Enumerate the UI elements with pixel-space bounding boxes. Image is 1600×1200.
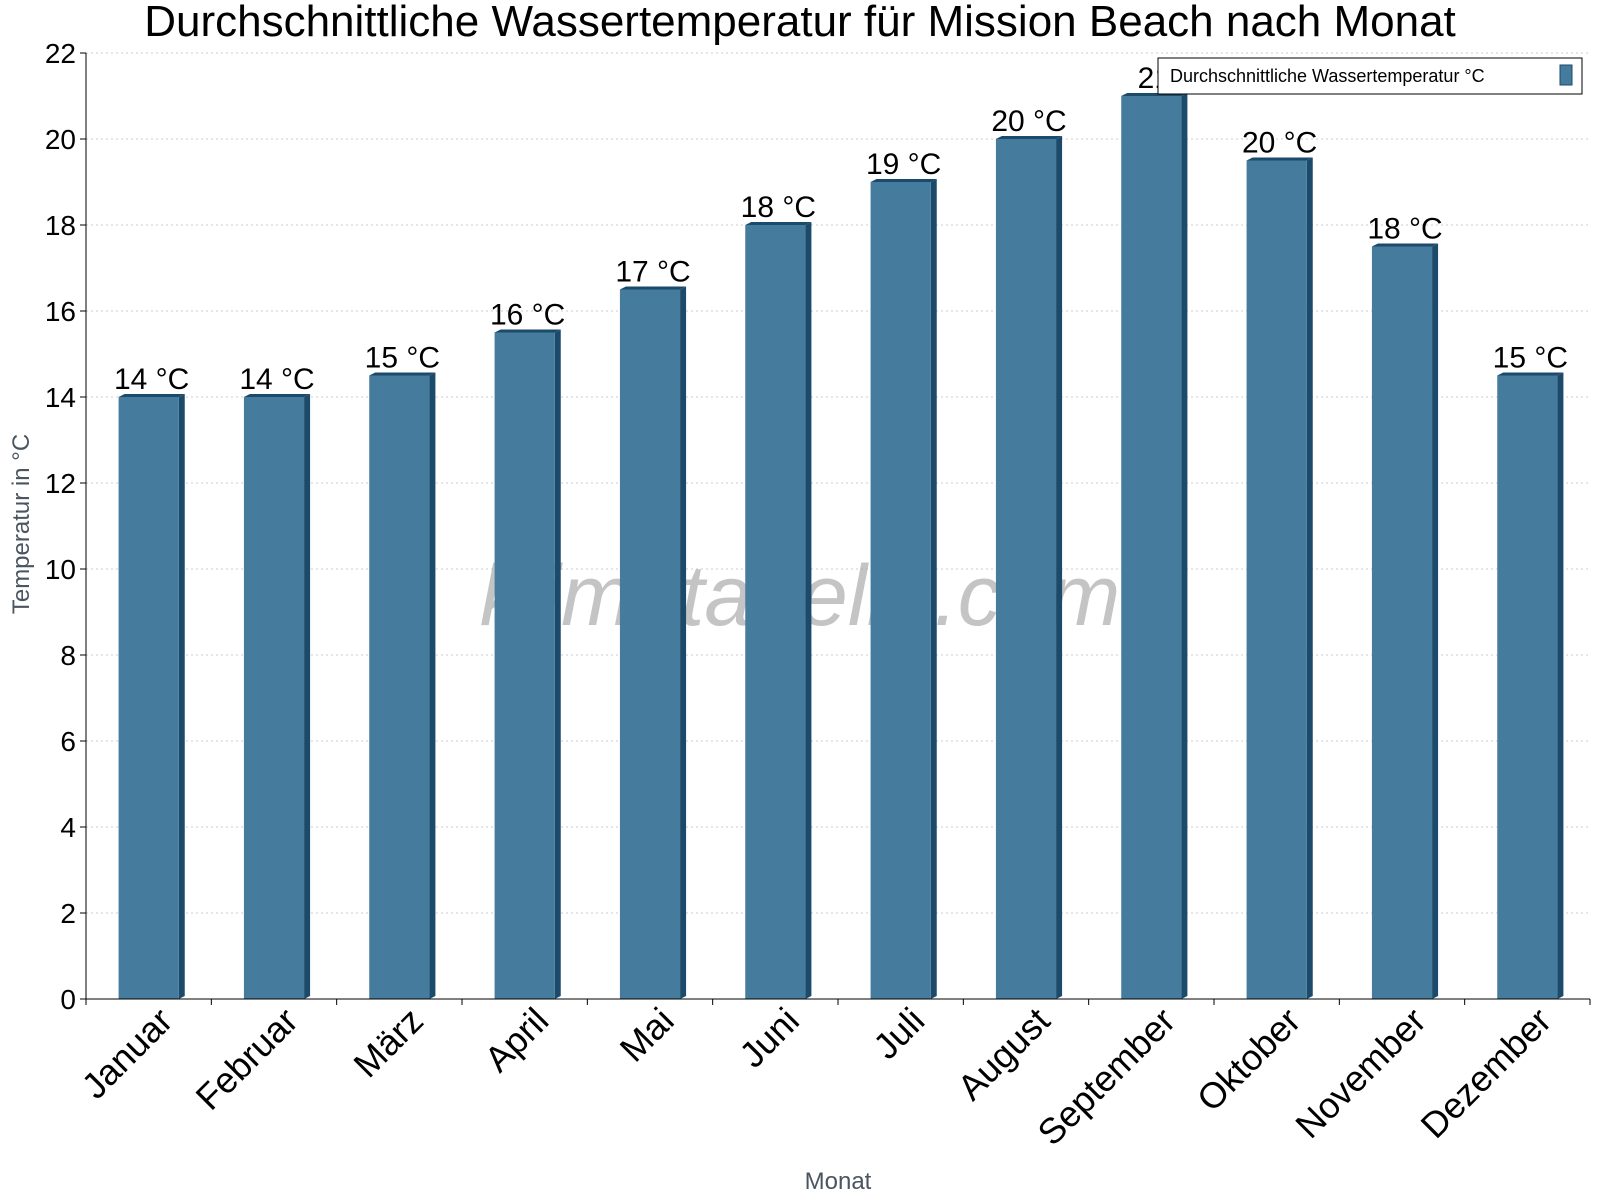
- bar-top: [118, 394, 185, 397]
- y-tick-label: 18: [45, 210, 76, 241]
- x-tick-label: Oktober: [1189, 1000, 1309, 1120]
- bar: [745, 225, 806, 999]
- data-label: 15 °C: [365, 342, 440, 375]
- bar: [870, 182, 931, 999]
- bar-side: [805, 222, 812, 999]
- y-tick-label: 2: [60, 898, 76, 929]
- bar-top: [1246, 157, 1313, 161]
- bar: [369, 375, 430, 999]
- legend-label: Durchschnittliche Wassertemperatur °C: [1170, 66, 1485, 86]
- data-label: 14 °C: [239, 363, 314, 396]
- data-label: 19 °C: [866, 148, 941, 181]
- bar-top: [995, 136, 1063, 139]
- x-tick-label: März: [345, 1000, 431, 1086]
- bar-side: [930, 179, 937, 999]
- bars: 14 °C 14 °C 15 °C 16 °C 17 °C 18 °C 19 °C 20 °C…: [114, 62, 1568, 999]
- x-tick-label: Juni: [731, 1000, 807, 1076]
- x-axis-title: Monat: [805, 1168, 872, 1195]
- bar-top: [494, 329, 561, 333]
- bar: [995, 139, 1057, 999]
- legend-box: [1157, 57, 1583, 95]
- gridlines: [86, 52, 1590, 914]
- bar-top: [1371, 243, 1439, 247]
- bar-top: [1497, 372, 1564, 376]
- data-label: 15 °C: [1493, 342, 1568, 375]
- y-tick-label: 0: [60, 984, 76, 1015]
- bar-side: [1306, 157, 1313, 999]
- bar-side: [1056, 136, 1063, 999]
- bar: [118, 397, 179, 999]
- bar-top: [745, 222, 812, 225]
- bar-side: [1432, 243, 1439, 999]
- bar: [1246, 160, 1307, 999]
- x-tick-label: Dezember: [1413, 1000, 1559, 1146]
- bar: [1371, 246, 1433, 999]
- bar: [619, 289, 681, 999]
- data-label: 16 °C: [490, 299, 565, 332]
- x-tick-label: Januar: [73, 1000, 180, 1107]
- data-label: 18 °C: [1367, 213, 1442, 246]
- x-tick-label: September: [1029, 1000, 1183, 1154]
- y-tick-label: 14: [45, 382, 76, 413]
- y-tick-label: 16: [45, 296, 76, 327]
- bar-side: [304, 394, 311, 999]
- data-label: 20 °C: [1242, 127, 1317, 160]
- x-tick-label: April: [476, 1000, 556, 1080]
- legend: Durchschnittliche Wassertemperatur °C: [1157, 57, 1583, 95]
- bar: [243, 397, 305, 999]
- data-label: 17 °C: [615, 256, 690, 289]
- bar: [494, 332, 555, 999]
- bar-top: [243, 394, 311, 397]
- y-tick-label: 20: [45, 124, 76, 155]
- x-tick-label: November: [1287, 1000, 1433, 1146]
- x-tick-label: August: [949, 1000, 1057, 1108]
- bar: [1497, 375, 1558, 999]
- y-tick-label: 8: [60, 640, 76, 671]
- bar-side: [1557, 372, 1564, 999]
- bar-side: [680, 286, 687, 999]
- bar-side: [1181, 93, 1188, 999]
- bar-top: [369, 372, 436, 376]
- data-label: 14 °C: [114, 363, 189, 396]
- data-label: 18 °C: [741, 191, 816, 224]
- bar-side: [429, 372, 436, 999]
- legend-swatch: [1559, 64, 1573, 86]
- y-tick-label: 6: [60, 726, 76, 757]
- y-tick-label: 10: [45, 554, 76, 585]
- x-tick-label: Mai: [612, 1000, 682, 1070]
- y-axis-title: Temperatur in °C: [8, 434, 35, 614]
- y-tick-label: 12: [45, 468, 76, 499]
- x-tick-label: Juli: [865, 1000, 932, 1067]
- bar-side: [554, 329, 561, 999]
- x-tick-label: Februar: [188, 1000, 306, 1118]
- bar: [1121, 96, 1182, 999]
- y-tick-label: 4: [60, 812, 76, 843]
- bar-top: [870, 179, 937, 182]
- bar-side: [178, 394, 185, 999]
- y-tick-label: 22: [45, 38, 76, 69]
- bar-top: [619, 286, 687, 290]
- data-label: 20 °C: [991, 105, 1066, 138]
- chart-title: Durchschnittliche Wassertemperatur für M…: [144, 0, 1456, 46]
